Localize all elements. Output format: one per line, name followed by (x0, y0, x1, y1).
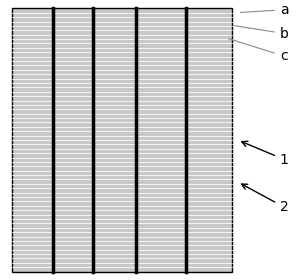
Text: a: a (240, 3, 289, 17)
Text: 1: 1 (242, 141, 289, 167)
Text: 2: 2 (242, 184, 289, 214)
Text: c: c (228, 39, 287, 63)
Bar (12, 8, 232, 272)
Text: b: b (234, 26, 289, 41)
